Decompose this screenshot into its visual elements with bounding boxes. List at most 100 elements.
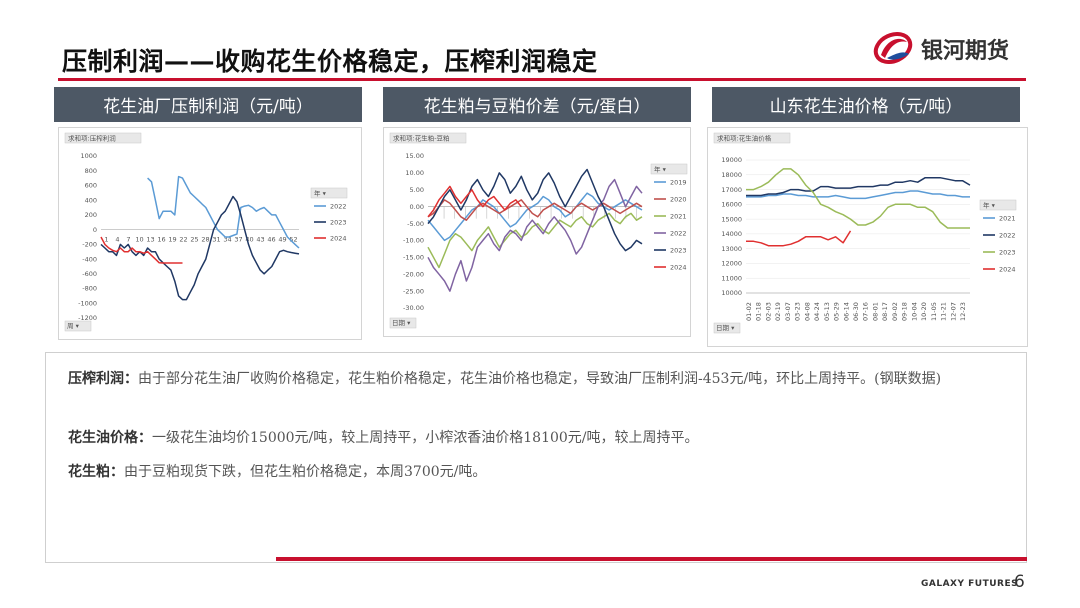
legend-filter-button [650, 163, 688, 175]
y-tick-label: -600 [82, 270, 97, 278]
x-tick-label: 11-05 [930, 302, 938, 321]
y-tick-label: 800 [85, 167, 97, 175]
paragraph-peanut-meal: 花生粕：由于豆粕现货下跌，但花生粕价格稳定，本周3700元/吨。 [68, 459, 1018, 485]
legend-label: 2021 [670, 212, 687, 220]
x-tick-label: 06-30 [852, 302, 860, 321]
oil-price-chart-panel: 求和项:花生油价格 日期 ▾ 19000 18000 17000 16000 15000 14… [707, 127, 1028, 347]
y-tick-label: -800 [82, 285, 97, 293]
x-tick-label: 16 [157, 236, 165, 244]
sheet-label: 求和项:花生粕-豆粕 [393, 134, 450, 143]
x-tick-label: 34 [223, 236, 231, 244]
sheet-label-box [64, 132, 142, 144]
sheet-label: 求和项:花生油价格 [717, 134, 772, 143]
filter-label: 日期 ▾ [392, 319, 411, 327]
y-tick-label: 600 [85, 182, 97, 190]
y-tick-label: 18000 [721, 171, 742, 179]
series-line-2024 [100, 236, 183, 264]
x-tick-label: 7 [126, 236, 130, 244]
legend-label: 2019 [670, 178, 687, 186]
commentary-box: 压榨利润：由于部分花生油厂收购价格稳定，花生粕价格稳定，花生油价格也稳定，导致油… [45, 352, 1027, 563]
legend-label: 2024 [999, 265, 1016, 273]
y-tick-label: 200 [85, 211, 97, 219]
legend-label: 2021 [999, 214, 1016, 222]
series-line-2024 [746, 230, 852, 247]
panel-2-header: 花生粕与豆粕价差（元/蛋白） [383, 87, 691, 122]
footer-brand: GALAXY FUTURES [921, 579, 1019, 589]
series-line-2020 [427, 199, 643, 221]
x-tick-label: 13 [146, 236, 154, 244]
y-tick-label: -15.00 [403, 254, 424, 262]
x-tick-label: 19 [168, 236, 176, 244]
x-tick-label: 43 [256, 236, 264, 244]
y-tick-label: -25.00 [403, 287, 424, 295]
x-tick-label: 22 [179, 236, 187, 244]
y-tick-label: 14000 [721, 230, 742, 238]
filter-label: 日期 ▾ [716, 324, 735, 332]
y-tick-label: 15000 [721, 215, 742, 223]
x-tick-label: 01-18 [755, 302, 763, 321]
x-tick-label: 25 [190, 236, 198, 244]
x-tick-label: 10-04 [910, 302, 918, 321]
legend-title: 年 ▾ [314, 189, 327, 198]
y-tick-label: 17000 [721, 186, 742, 194]
x-tick-label: 09-18 [901, 302, 909, 321]
paragraph-label: 压榨利润： [68, 371, 138, 387]
legend-label: 2020 [670, 195, 687, 203]
filter-button [64, 320, 92, 332]
paragraph-text: 一级花生油均价15000元/吨，较上周持平，小榨浓香油价格18100元/吨，较上… [152, 430, 699, 446]
y-tick-label: 5.00 [410, 186, 424, 194]
y-tick-label: 13000 [721, 245, 742, 253]
y-tick-label: -400 [82, 255, 97, 263]
x-tick-label: 04-24 [813, 302, 821, 321]
series-line-2024 [427, 185, 522, 218]
x-tick-label: 02-03 [764, 302, 772, 321]
legend-filter-button [310, 187, 348, 199]
y-tick-label: 15.00 [405, 152, 424, 160]
y-tick-label: 400 [85, 196, 97, 204]
legend-label: 2023 [670, 246, 687, 254]
legend-label: 2022 [670, 229, 687, 237]
x-tick-label: 10-20 [920, 302, 928, 321]
x-tick-label: 31 [212, 236, 220, 244]
y-tick-label: 11000 [721, 274, 742, 282]
filter-button [713, 322, 741, 334]
series-line-2022 [147, 175, 300, 249]
x-tick-label: 10 [135, 236, 143, 244]
page-number: 6 [1014, 572, 1025, 592]
x-tick-label: 12-23 [959, 302, 967, 321]
x-tick-label: 12-07 [949, 302, 957, 321]
y-tick-label: 12000 [721, 260, 742, 268]
filter-label: 周 ▾ [67, 322, 80, 330]
sheet-label-box [389, 132, 467, 144]
x-tick-label: 37 [234, 236, 242, 244]
y-tick-label: -30.00 [403, 304, 424, 312]
series-line-2019 [427, 192, 643, 242]
x-tick-label: 07-16 [862, 302, 870, 321]
sheet-label-box [713, 132, 791, 144]
legend-label: 2024 [670, 263, 687, 271]
x-tick-label: 4 [115, 236, 119, 244]
x-tick-label: 49 [278, 236, 286, 244]
paragraph-press-profit: 压榨利润：由于部分花生油厂收购价格稳定，花生粕价格稳定，花生油价格也稳定，导致油… [68, 366, 1018, 392]
paragraph-oil-price: 花生油价格：一级花生油均价15000元/吨，较上周持平，小榨浓香油价格18100… [68, 425, 1018, 451]
x-tick-label: 03-23 [794, 302, 802, 321]
paragraph-text: 由于豆粕现货下跌，但花生粕价格稳定，本周3700元/吨。 [124, 464, 487, 480]
filter-button [389, 317, 417, 329]
bottom-accent-rule [276, 557, 1027, 561]
x-tick-label: 04-08 [803, 302, 811, 321]
x-tick-label: 08-17 [881, 302, 889, 321]
series-line-2021 [746, 190, 970, 200]
y-tick-label: 1000 [80, 152, 97, 160]
y-tick-label: 19000 [721, 156, 742, 164]
y-tick-label: -10.00 [403, 237, 424, 245]
legend-label: 2024 [330, 234, 347, 242]
x-tick-label: 11-21 [940, 302, 948, 321]
y-tick-label: 16000 [721, 201, 742, 209]
panel-3-header: 山东花生油价格（元/吨） [712, 87, 1020, 122]
paragraph-text: 由于部分花生油厂收购价格稳定，花生粕价格稳定，花生油价格也稳定，导致油厂压制利润… [138, 371, 942, 387]
sheet-label: 求和项:压榨利润 [68, 134, 116, 143]
x-tick-label: 01-02 [745, 302, 753, 321]
